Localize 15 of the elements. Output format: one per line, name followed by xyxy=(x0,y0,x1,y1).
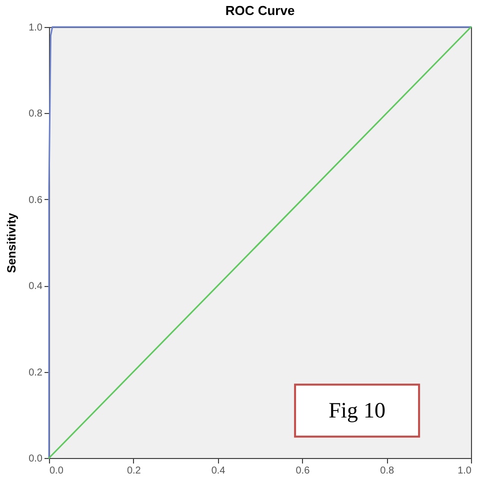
chart-title: ROC Curve xyxy=(225,3,295,18)
annotation: Fig 10 xyxy=(328,398,386,423)
y-axis-title: Sensitivity xyxy=(4,212,19,274)
x-tick-label: 0.6 xyxy=(296,466,310,476)
y-tick-label: 0.2 xyxy=(28,367,43,378)
y-tick-label: 0.4 xyxy=(28,281,43,292)
y-tick-label: 0.0 xyxy=(28,454,43,464)
x-tick-label: 0.4 xyxy=(211,466,226,476)
x-tick-label: 0.2 xyxy=(126,466,142,476)
x-tick-label: 1.0 xyxy=(458,466,472,476)
y-tick-label: 1.0 xyxy=(28,22,43,34)
y-tick-label: 0.6 xyxy=(28,194,43,206)
x-tick-label: 0.0 xyxy=(50,466,64,476)
x-tick-label: 0.8 xyxy=(380,466,394,476)
y-tick-label: 0.8 xyxy=(28,108,43,120)
